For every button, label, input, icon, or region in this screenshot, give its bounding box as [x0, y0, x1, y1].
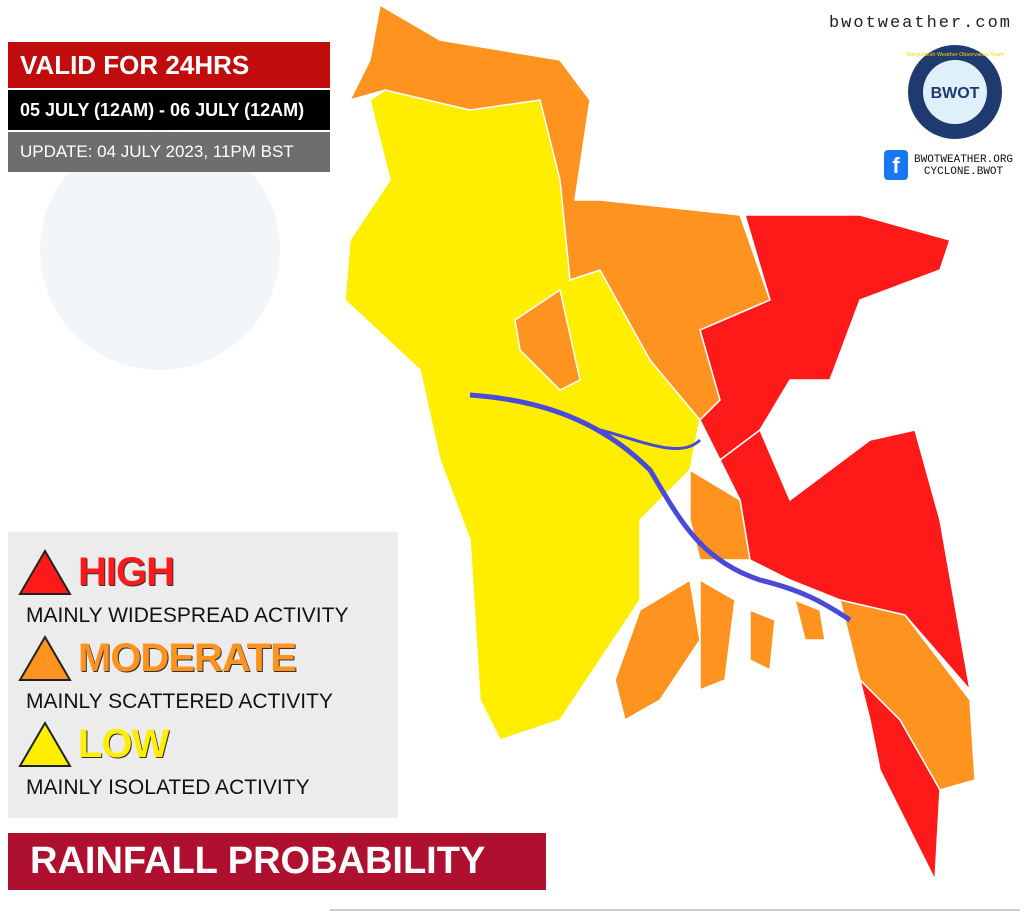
river	[469, 392, 852, 623]
svg-text:f: f	[892, 153, 900, 178]
site-name: bwotweather.com	[828, 14, 1012, 33]
legend-level: HIGH	[78, 550, 175, 594]
legend-marker	[18, 635, 72, 681]
validity-period: 05 JULY (12AM) - 06 JULY (12AM)	[8, 90, 330, 130]
river	[599, 428, 702, 450]
legend-description: MAINLY WIDESPREAD ACTIVITY	[26, 604, 349, 627]
update-time: UPDATE: 04 JULY 2023, 11PM BST	[8, 132, 330, 172]
districts	[344, 3, 976, 883]
logo: BWOT Bangladesh Weather Observation Team	[906, 45, 1004, 139]
watermark-logo	[40, 130, 280, 370]
facebook-icon: f	[884, 150, 908, 180]
social-line: BWOTWEATHER.ORG	[914, 154, 1014, 166]
legend-marker	[18, 549, 72, 595]
footer-title: RAINFALL PROBABILITY	[8, 833, 546, 890]
legend-description: MAINLY ISOLATED ACTIVITY	[26, 776, 310, 799]
logo-text: BWOT	[931, 85, 980, 102]
legend-level: MODERATE	[78, 636, 297, 680]
legend: HIGH MAINLY WIDESPREAD ACTIVITY MODERATE MA…	[8, 532, 398, 818]
legend-description: MAINLY SCATTERED ACTIVITY	[26, 690, 333, 713]
legend-level: LOW	[78, 722, 169, 766]
validity-title: VALID FOR 24HRS	[8, 42, 330, 88]
legend-marker	[18, 721, 72, 767]
social-line: CYCLONE.BWOT	[923, 166, 1004, 178]
logo-ring: Bangladesh Weather Observation Team	[906, 52, 1004, 58]
